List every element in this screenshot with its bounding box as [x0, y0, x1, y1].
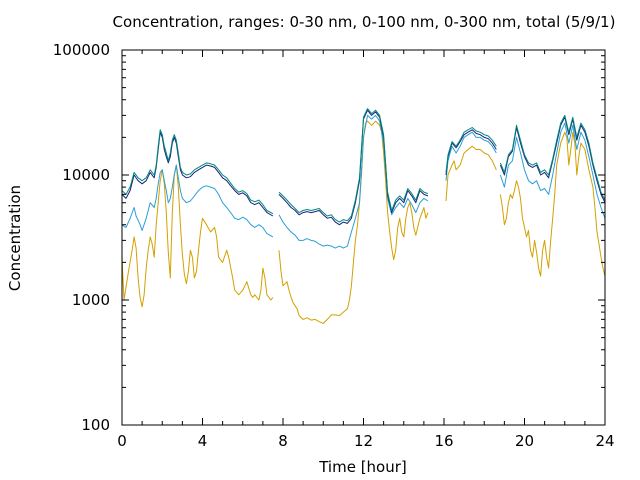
series-1-segment-0 — [121, 164, 274, 238]
y-tick-label: 100 — [81, 416, 110, 434]
x-tick-label: 12 — [354, 432, 373, 450]
series-line-3 — [121, 108, 606, 223]
series-1-segment-2 — [445, 131, 497, 181]
series-2-segment-1 — [278, 109, 429, 226]
x-axis: 0 4 8 12 16 20 24 — [117, 50, 615, 450]
series-2-segment-3 — [499, 116, 606, 203]
y-axis-label: Concentration — [6, 185, 24, 291]
x-tick-label: 16 — [434, 432, 453, 450]
x-tick-label: 24 — [595, 432, 614, 450]
series-3-segment-0 — [121, 129, 274, 215]
x-tick-label: 8 — [278, 432, 288, 450]
series-0-segment-1 — [278, 120, 429, 324]
series-3-segment-3 — [499, 114, 606, 201]
series-0-segment-0 — [121, 164, 274, 308]
series-1-segment-3 — [499, 122, 606, 219]
series-1-segment-1 — [278, 114, 429, 249]
y-tick-label: 1000 — [72, 291, 110, 309]
series-0-segment-3 — [499, 131, 606, 277]
series-line-0 — [121, 120, 606, 324]
x-tick-label: 0 — [117, 432, 127, 450]
y-axis: 100 1000 10000 100000 — [53, 41, 605, 434]
series-line-1 — [121, 114, 606, 249]
series-2-segment-2 — [445, 129, 497, 176]
series-3-segment-1 — [278, 108, 429, 223]
chart-title: Concentration, ranges: 0-30 nm, 0-100 nm… — [113, 13, 616, 31]
series-2-segment-0 — [121, 131, 274, 217]
series-line-2 — [121, 109, 606, 226]
x-axis-label: Time [hour] — [318, 458, 407, 476]
y-tick-label: 10000 — [62, 166, 110, 184]
x-tick-label: 20 — [515, 432, 534, 450]
series-3-segment-2 — [445, 127, 497, 173]
plot-frame — [121, 49, 606, 426]
x-tick-label: 4 — [198, 432, 208, 450]
series-layer — [121, 108, 606, 324]
series-0-segment-2 — [445, 145, 497, 202]
y-tick-label: 100000 — [53, 41, 110, 59]
